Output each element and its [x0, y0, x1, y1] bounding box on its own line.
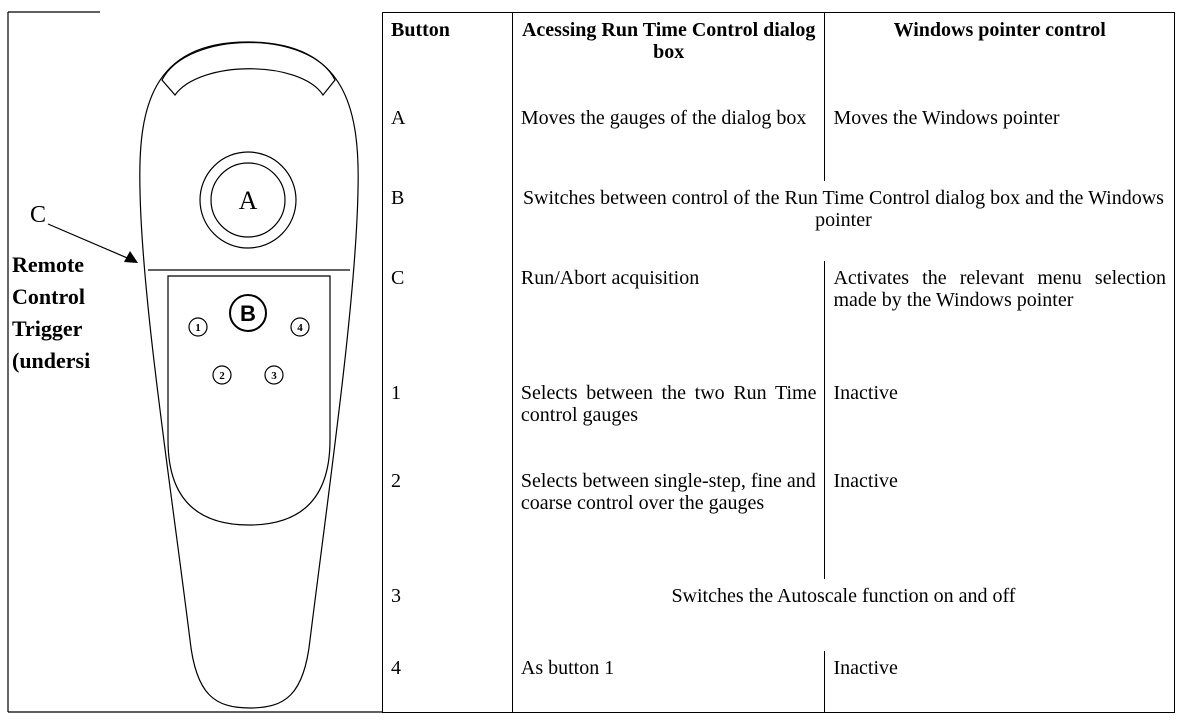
- cell: Selects between single-step, fine and co…: [511, 463, 825, 579]
- button-1: [188, 317, 208, 337]
- cell: Switches between control of the Run Time…: [511, 180, 1175, 261]
- cell: C: [391, 266, 405, 289]
- button-label: 4: [297, 322, 303, 334]
- button-label: 3: [271, 370, 277, 382]
- row: 1 Selects between the two Run Time contr…: [383, 375, 1175, 464]
- row: 4 As button 1 Inactive: [383, 650, 1175, 713]
- row: B Switches between control of the Run Ti…: [383, 180, 1175, 261]
- remote-body: [139, 41, 359, 709]
- remote-figure: A B 1 2 3 4 C Remote Control Trigger (un…: [7, 11, 382, 713]
- cell: Inactive: [824, 463, 1175, 579]
- cell: 1: [391, 381, 401, 404]
- cell: A: [391, 106, 406, 129]
- row: 3 Switches the Autoscale function on and…: [383, 578, 1175, 651]
- button-panel: [167, 275, 331, 526]
- cell: Moves the Windows pointer: [824, 100, 1175, 181]
- label-a: A: [239, 186, 258, 215]
- header-cell: Acessing Run Time Control dialog box: [511, 12, 825, 101]
- button-b: [229, 294, 267, 332]
- header-cell: Button: [391, 19, 450, 41]
- row: C Run/Abort acquisition Activates the re…: [383, 260, 1175, 376]
- cell: Switches the Autoscale function on and o…: [511, 578, 1175, 651]
- button-2: [212, 365, 232, 385]
- cell: Inactive: [824, 375, 1175, 464]
- cell: Activates the relevant menu selection ma…: [824, 260, 1175, 376]
- cell: Selects between the two Run Time control…: [511, 375, 825, 464]
- label-c: C: [30, 202, 46, 228]
- row: A Moves the gauges of the dialog box Mov…: [383, 100, 1175, 181]
- button-table: Button Acessing Run Time Control dialog …: [382, 12, 1175, 713]
- button-4: [290, 317, 310, 337]
- label-b: B: [240, 301, 256, 326]
- cell: Run/Abort acquisition: [511, 260, 825, 376]
- cell: 2: [391, 469, 401, 492]
- cell: 3: [391, 584, 401, 607]
- trigger-label: Control: [12, 284, 85, 309]
- row: 2 Selects between single-step, fine and …: [383, 463, 1175, 579]
- header-row: Button Acessing Run Time Control dialog …: [383, 12, 1175, 101]
- top-cap: [161, 41, 336, 97]
- button-3: [264, 365, 284, 385]
- button-label: 2: [219, 370, 225, 382]
- trigger-label: Trigger: [12, 316, 83, 341]
- button-a-outer: [199, 151, 297, 249]
- trigger-label: Remote: [12, 252, 84, 277]
- cell: 4: [391, 656, 401, 679]
- cell: Moves the gauges of the dialog box: [511, 100, 825, 181]
- cell: As button 1: [511, 650, 825, 713]
- cell: B: [391, 186, 405, 209]
- arrow-line: [47, 223, 133, 261]
- arrow-head: [124, 251, 138, 263]
- trigger-label: (undersi: [12, 348, 90, 373]
- button-a-inner: [210, 162, 286, 238]
- button-label: 1: [195, 322, 201, 334]
- cell: Inactive: [824, 650, 1175, 713]
- header-cell: Windows pointer control: [824, 12, 1175, 101]
